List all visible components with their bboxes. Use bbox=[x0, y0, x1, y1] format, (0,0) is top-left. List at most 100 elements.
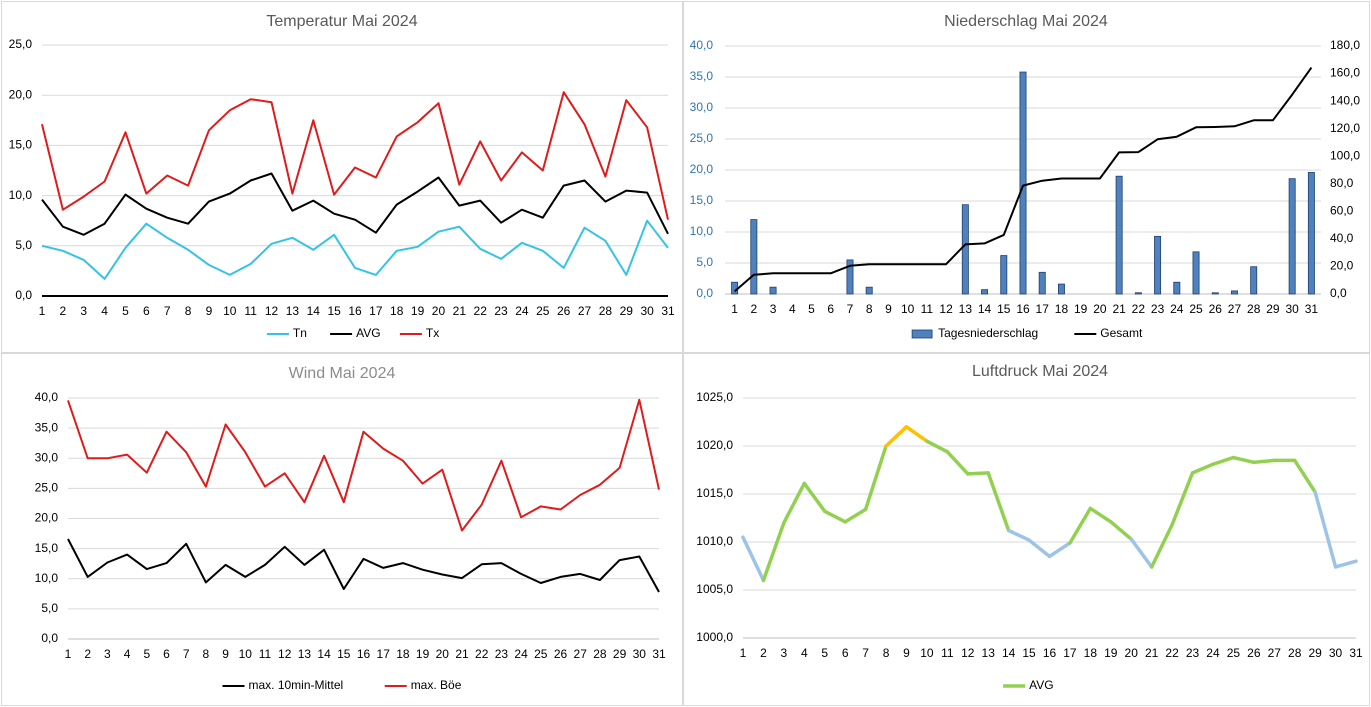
x-tick-label: 29 bbox=[620, 304, 634, 318]
x-tick-label: 9 bbox=[903, 646, 910, 660]
chart-title: Niederschlag Mai 2024 bbox=[944, 13, 1108, 30]
x-tick-label: 30 bbox=[633, 647, 647, 661]
y-tick-label: 25,0 bbox=[35, 481, 59, 495]
x-tick-label: 8 bbox=[866, 302, 873, 316]
chart-title: Temperatur Mai 2024 bbox=[266, 13, 417, 30]
y2-tick-label: 180,0 bbox=[1330, 38, 1360, 52]
y-tick-label: 0,0 bbox=[696, 286, 713, 300]
x-tick-label: 4 bbox=[789, 302, 796, 316]
x-tick-label: 1 bbox=[731, 302, 738, 316]
line-segment bbox=[741, 535, 766, 583]
panel bbox=[683, 1, 1370, 353]
x-tick-label: 11 bbox=[941, 646, 954, 660]
y-tick-label: 30,0 bbox=[35, 450, 59, 464]
legend-label: Tagesniederschlag bbox=[938, 326, 1038, 340]
x-tick-label: 12 bbox=[961, 646, 975, 660]
line-segment bbox=[1292, 458, 1317, 494]
x-tick-label: 13 bbox=[982, 646, 996, 660]
x-tick-label: 31 bbox=[652, 647, 666, 661]
x-tick-label: 7 bbox=[862, 646, 869, 660]
x-tick-label: 2 bbox=[750, 302, 757, 316]
bar bbox=[1231, 290, 1238, 295]
panel bbox=[1, 353, 683, 706]
x-tick-label: 16 bbox=[1016, 302, 1030, 316]
y-tick-label: 35,0 bbox=[35, 420, 59, 434]
panel bbox=[683, 353, 1370, 706]
x-tick-label: 29 bbox=[1308, 646, 1322, 660]
bar bbox=[750, 219, 758, 295]
x-tick-label: 21 bbox=[455, 647, 469, 661]
x-tick-label: 20 bbox=[1125, 646, 1139, 660]
x-tick-label: 16 bbox=[348, 304, 362, 318]
x-tick-label: 28 bbox=[599, 304, 613, 318]
x-tick-label: 25 bbox=[536, 304, 550, 318]
y-tick-label: 20,0 bbox=[35, 511, 59, 525]
x-tick-label: 12 bbox=[265, 304, 279, 318]
bar bbox=[1250, 266, 1258, 295]
y-tick-label: 40,0 bbox=[35, 390, 59, 404]
x-tick-label: 18 bbox=[390, 304, 404, 318]
y-tick-label: 10,0 bbox=[9, 188, 33, 202]
y-tick-label: 25,0 bbox=[690, 131, 714, 145]
x-tick-label: 4 bbox=[801, 646, 808, 660]
x-tick-label: 19 bbox=[1074, 302, 1088, 316]
y-tick-label: 15,0 bbox=[35, 541, 59, 555]
chart-title: Luftdruck Mai 2024 bbox=[972, 363, 1108, 380]
x-tick-label: 11 bbox=[244, 304, 257, 318]
x-tick-label: 13 bbox=[286, 304, 300, 318]
line-segment bbox=[1170, 471, 1195, 527]
x-tick-label: 8 bbox=[883, 646, 890, 660]
x-tick-label: 1 bbox=[740, 646, 747, 660]
y-tick-label: 1015,0 bbox=[696, 486, 733, 500]
x-tick-label: 30 bbox=[1329, 646, 1343, 660]
x-tick-label: 14 bbox=[1002, 646, 1016, 660]
legend-label: Tx bbox=[426, 326, 439, 340]
line-segment bbox=[1190, 462, 1215, 475]
line-segment bbox=[1149, 522, 1174, 569]
x-tick-label: 13 bbox=[959, 302, 973, 316]
x-tick-label: 14 bbox=[307, 304, 321, 318]
x-tick-label: 30 bbox=[1285, 302, 1299, 316]
x-tick-label: 24 bbox=[515, 304, 529, 318]
x-tick-label: 19 bbox=[411, 304, 425, 318]
x-tick-label: 20 bbox=[432, 304, 446, 318]
x-tick-label: 31 bbox=[1349, 646, 1363, 660]
x-tick-label: 6 bbox=[143, 304, 150, 318]
x-tick-label: 20 bbox=[1093, 302, 1107, 316]
x-tick-label: 2 bbox=[760, 646, 767, 660]
x-tick-label: 22 bbox=[475, 647, 489, 661]
legend-label: max. 10min-Mittel bbox=[249, 678, 344, 692]
panel bbox=[1, 1, 683, 353]
x-tick-label: 7 bbox=[164, 304, 171, 318]
x-tick-label: 29 bbox=[1266, 302, 1280, 316]
x-tick-label: 26 bbox=[557, 304, 571, 318]
y-tick-label: 1020,0 bbox=[696, 438, 733, 452]
x-tick-label: 1 bbox=[65, 647, 72, 661]
x-tick-label: 17 bbox=[369, 304, 383, 318]
x-tick-label: 3 bbox=[781, 646, 788, 660]
x-tick-label: 22 bbox=[1132, 302, 1146, 316]
line-segment bbox=[782, 481, 807, 525]
x-tick-label: 17 bbox=[377, 647, 391, 661]
x-tick-label: 17 bbox=[1036, 302, 1050, 316]
x-tick-label: 7 bbox=[847, 302, 854, 316]
x-tick-label: 12 bbox=[939, 302, 953, 316]
x-tick-label: 3 bbox=[80, 304, 87, 318]
x-tick-label: 18 bbox=[1084, 646, 1098, 660]
y-tick-label: 10,0 bbox=[35, 571, 59, 585]
y-tick-label: 30,0 bbox=[690, 100, 714, 114]
bar bbox=[1192, 251, 1200, 295]
legend-label: Gesamt bbox=[1100, 326, 1143, 340]
x-tick-label: 21 bbox=[1145, 646, 1159, 660]
x-tick-label: 12 bbox=[278, 647, 292, 661]
line-segment bbox=[802, 481, 827, 514]
x-tick-label: 10 bbox=[901, 302, 915, 316]
line-segment bbox=[945, 450, 970, 476]
x-tick-label: 27 bbox=[1268, 646, 1282, 660]
line-segment bbox=[1211, 455, 1236, 466]
x-tick-label: 13 bbox=[298, 647, 312, 661]
legend-label: max. Böe bbox=[411, 678, 462, 692]
x-tick-label: 18 bbox=[396, 647, 410, 661]
y2-tick-label: 140,0 bbox=[1330, 93, 1360, 107]
x-tick-label: 15 bbox=[327, 304, 341, 318]
